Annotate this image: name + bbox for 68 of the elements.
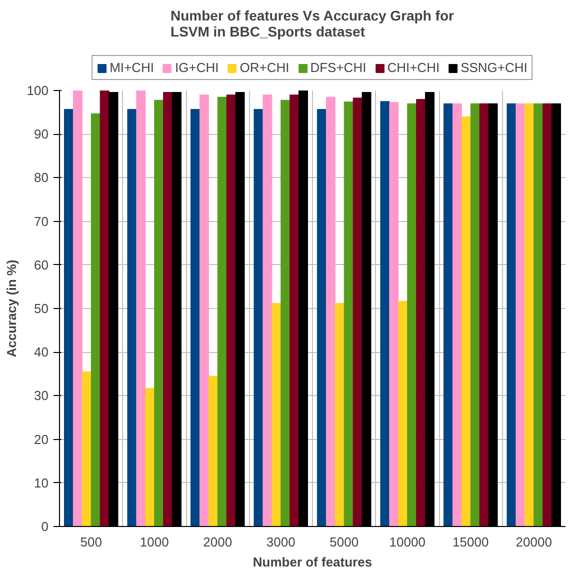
y-tick-label: 40: [34, 344, 49, 360]
bar: [64, 109, 74, 526]
x-tick-label: 2000: [203, 534, 232, 550]
x-tick-label: 5000: [330, 534, 359, 550]
bar: [290, 94, 300, 526]
bar: [389, 102, 399, 526]
legend-label: SSNG+CHI: [460, 60, 528, 75]
bar: [407, 103, 417, 526]
bar: [316, 109, 326, 526]
x-tick-label: 3000: [266, 534, 296, 550]
y-tick-label: 60: [34, 257, 49, 272]
bar: [262, 94, 272, 526]
x-tick-label: 1000: [140, 534, 169, 550]
bar: [72, 90, 82, 526]
y-tick-label: 10: [34, 475, 49, 490]
bar: [280, 100, 290, 526]
bar: [190, 109, 200, 526]
bar: [127, 109, 137, 526]
bar: [90, 113, 100, 526]
bar: [534, 103, 544, 526]
bar: [208, 376, 218, 526]
bar: [136, 90, 146, 526]
y-tick-label: 80: [34, 170, 49, 186]
bar: [199, 94, 209, 526]
bar: [524, 103, 534, 526]
chart-title: Number of features Vs Accuracy Graph for LSVM in BBC_Sports dataset: [170, 8, 455, 40]
bar: [443, 103, 453, 526]
bar: [163, 92, 173, 526]
bar: [452, 103, 462, 526]
y-tick-label: 50: [34, 301, 49, 316]
bar: [516, 103, 526, 526]
y-tick-label: 70: [34, 214, 49, 229]
x-tick-label: 10000: [389, 534, 426, 550]
bar: [272, 303, 282, 526]
bar: [226, 94, 236, 526]
bar: [326, 96, 336, 526]
bar: [506, 103, 516, 526]
y-tick-label: 0: [41, 519, 49, 534]
bar: [416, 98, 426, 526]
bar: [344, 102, 354, 526]
y-tick-label: 90: [34, 126, 49, 142]
legend-label: CHI+CHI: [387, 60, 440, 75]
x-tick-label: 15000: [452, 534, 489, 550]
y-tick-label: 100: [26, 83, 49, 98]
bar: [82, 371, 92, 526]
bar: [334, 303, 344, 526]
bar: [479, 103, 489, 526]
y-axis-title: Accuracy (in %): [4, 260, 19, 358]
legend-label: IG+CHI: [175, 60, 219, 75]
legend-label: DFS+CHI: [310, 60, 366, 75]
bar: [461, 116, 471, 526]
x-axis-title: Number of features: [252, 554, 372, 570]
y-tick-label: 20: [34, 432, 49, 447]
bar: [352, 98, 362, 526]
legend-label: MI+CHI: [110, 60, 154, 75]
bar: [398, 300, 408, 526]
bar: [145, 388, 155, 526]
bar: [254, 109, 264, 526]
bar: [217, 96, 227, 526]
bar: [154, 100, 164, 526]
x-tick-label: 500: [80, 534, 102, 550]
legend-label: OR+CHI: [240, 60, 290, 75]
bar: [380, 101, 390, 526]
x-tick-label: 20000: [516, 534, 552, 550]
y-tick-label: 30: [34, 388, 49, 404]
bar: [542, 103, 552, 526]
bar: [100, 90, 110, 526]
bar: [470, 103, 480, 526]
